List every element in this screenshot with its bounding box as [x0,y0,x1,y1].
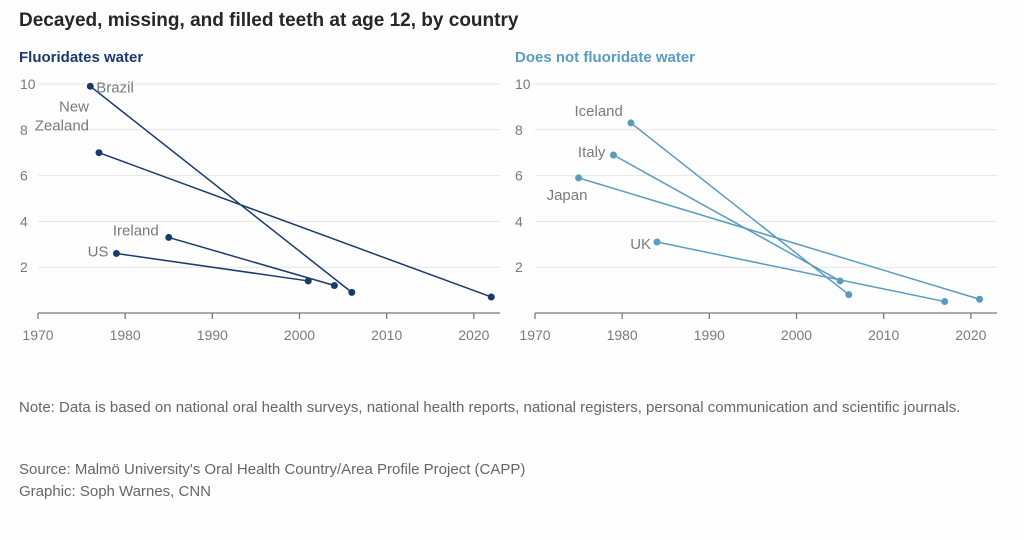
series-label: New Zealand [35,99,89,135]
y-tick-label: 8 [515,122,523,138]
x-tick-label: 2000 [284,327,315,343]
series-label: Japan [547,187,588,204]
source-text: Source: Malmö University's Oral Health C… [19,461,526,478]
data-point [845,291,853,299]
series-line [98,151,492,298]
y-tick-label: 6 [515,168,523,184]
chart-area: 2 4 6 8 10 1970 1980 1990 2000 2010 2020 Brazil New Z… [20,76,997,343]
data-point [653,238,661,246]
series-line [168,236,335,287]
data-point [976,295,984,303]
data-point [627,119,635,127]
data-point [330,282,338,290]
series-label-line: US [88,243,109,260]
series-label: Iceland [575,103,623,120]
x-tick-label: 1970 [519,327,550,343]
series-label-line: Brazil [96,79,134,96]
x-tick-label: 1990 [197,327,228,343]
data-point [487,293,495,301]
y-tick-label: 10 [515,76,531,92]
series-line [656,241,945,303]
series-label: UK [630,236,651,253]
y-tick-label: 2 [20,259,28,275]
series-line [630,122,850,296]
y-tick-label: 4 [20,213,28,229]
y-tick-label: 8 [20,122,28,138]
x-tick-label: 2020 [458,327,489,343]
x-tick-label: 1980 [110,327,141,343]
panel-title-fluoridates: Fluoridates water [19,49,144,66]
series-label: Ireland [113,222,159,239]
series-label-line: Italy [578,144,606,161]
y-tick-label: 6 [20,168,28,184]
series-label: Italy [578,144,606,161]
x-tick-label: 1970 [22,327,53,343]
series-label-line: Zealand [35,118,89,135]
data-point [112,249,120,257]
data-point [575,174,583,182]
series-label-line: Japan [547,187,588,204]
note-text: Note: Data is based on national oral hea… [19,399,961,416]
data-point [95,149,103,157]
y-tick-label: 4 [515,213,523,229]
data-point [304,277,312,285]
series-label-line: Iceland [575,103,623,120]
data-point [609,151,617,159]
series-label: US [88,243,109,260]
panel-title-no-fluoridation: Does not fluoridate water [515,49,696,66]
data-point [165,233,173,241]
series-label-line: Ireland [113,222,159,239]
x-tick-label: 2010 [868,327,899,343]
series-line [116,252,309,282]
data-point [86,82,94,90]
series-line [89,85,353,293]
x-tick-label: 1980 [607,327,638,343]
series-line [578,177,980,300]
y-tick-label: 2 [515,259,523,275]
series-label-line: New [59,99,89,116]
credit-text: Graphic: Soph Warnes, CNN [19,483,212,500]
series-line [613,154,841,282]
x-tick-label: 2020 [955,327,986,343]
x-tick-label: 1990 [694,327,725,343]
series-label-line: UK [630,236,651,253]
chart-title: Decayed, missing, and filled teeth at ag… [19,10,519,31]
data-point [348,288,356,296]
x-tick-label: 2010 [371,327,402,343]
x-tick-label: 2000 [781,327,812,343]
source-block: Source: Malmö University's Oral Health C… [19,459,525,503]
data-point [941,298,949,306]
y-tick-label: 10 [20,76,36,92]
series-label: Brazil [96,79,134,96]
